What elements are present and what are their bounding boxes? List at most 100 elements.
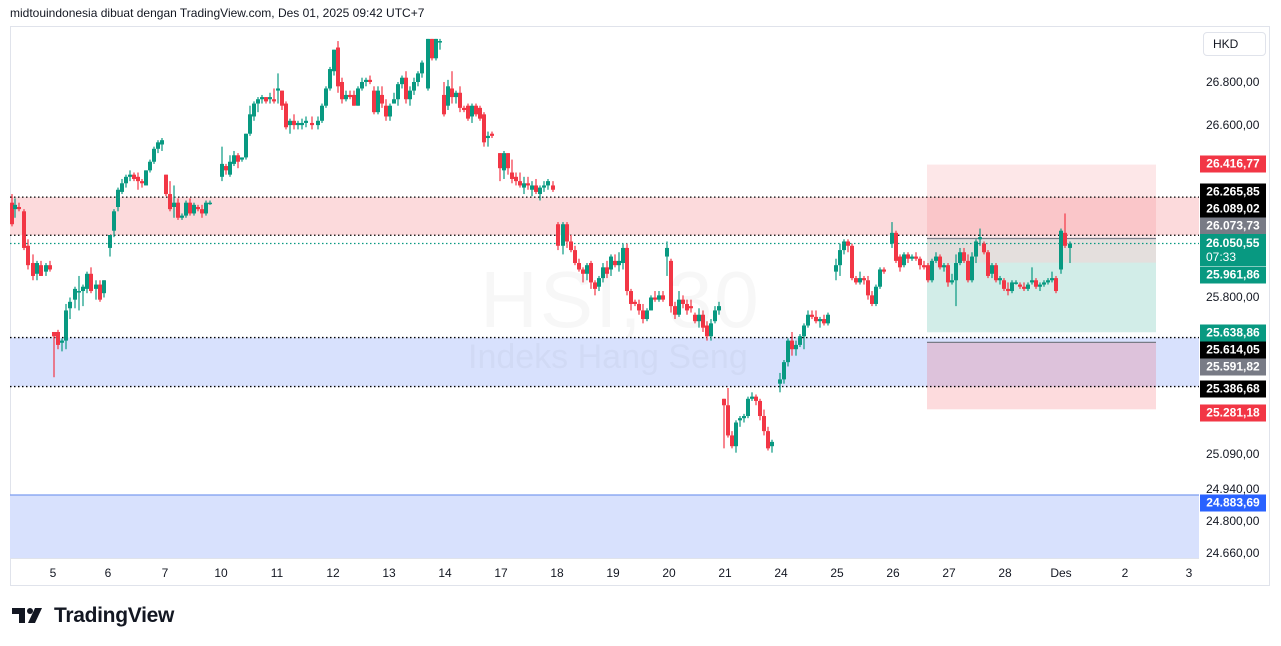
candle-down [136, 172, 140, 190]
candle-up [81, 284, 85, 307]
price-level-label: 26.073,73 [1200, 217, 1266, 235]
candle-down [637, 299, 641, 315]
candle-down [822, 314, 826, 326]
candle-up [304, 116, 308, 128]
time-tick-label: 18 [550, 566, 564, 580]
candle-down [593, 280, 597, 296]
candle-up [502, 150, 506, 179]
candle-down [565, 222, 569, 248]
candle-down [790, 331, 794, 356]
price-level-label: 25.281,18 [1200, 404, 1266, 422]
candle-up [806, 310, 810, 328]
candle-down [726, 388, 730, 438]
candle-down [661, 291, 665, 302]
candle-up [296, 120, 300, 130]
time-tick-label: 14 [438, 566, 452, 580]
candle-up [356, 86, 360, 106]
candle-up [713, 306, 717, 324]
price-tick-label: 24.940,00 [1206, 482, 1260, 496]
candle-down [1022, 282, 1026, 292]
candle-down [577, 258, 581, 272]
candle-up [546, 178, 550, 190]
candle-down [966, 254, 970, 283]
candle-up [878, 267, 882, 289]
candle-up [208, 200, 212, 205]
candle-down [551, 181, 555, 192]
candle-down [22, 209, 26, 251]
candle-up [1014, 280, 1018, 285]
candle-down [336, 41, 340, 93]
candle-down [236, 153, 240, 169]
price-tick-label: 26.600,00 [1206, 118, 1260, 132]
candle-up [108, 235, 112, 257]
candle-down [722, 398, 726, 449]
candle-up [68, 297, 72, 320]
time-tick-label: 21 [718, 566, 732, 580]
time-tick-label: 2 [1121, 566, 1129, 580]
candle-down [31, 254, 35, 281]
candle-down [701, 310, 705, 332]
candle-down [938, 254, 942, 270]
time-tick-label: Des [1050, 566, 1072, 580]
price-tick-label: 25.800,00 [1206, 290, 1260, 304]
candle-up [842, 239, 846, 255]
candle-up [376, 86, 380, 115]
candle-down [518, 172, 522, 188]
candle-up [738, 416, 742, 427]
candle-up [1010, 280, 1014, 294]
candle-up [858, 271, 862, 285]
candle-down [898, 254, 902, 272]
candle-up [420, 60, 424, 78]
candle-down [962, 247, 966, 264]
time-tick-label: 20 [662, 566, 676, 580]
candle-up [585, 263, 589, 281]
candle-down [922, 260, 926, 270]
candle-down [52, 331, 56, 378]
time-tick-label: 11 [270, 566, 284, 580]
support-zone [10, 337, 1199, 387]
candle-down [689, 299, 693, 313]
bar-countdown: 07:33 [1206, 250, 1237, 264]
candle-up [770, 439, 774, 453]
candle-up [228, 155, 232, 177]
candle-down [766, 426, 770, 451]
candle-down [914, 252, 918, 261]
candle-up [180, 213, 184, 220]
candle-down [56, 329, 60, 350]
candle-down [168, 181, 172, 212]
chart-plot-area[interactable]: HSI, 30 Indeks Hang Seng [10, 26, 1199, 558]
candle-up [542, 181, 546, 192]
candle-down [673, 301, 677, 320]
candle-up [300, 118, 304, 130]
candle-down [613, 254, 617, 268]
price-level-label: 26.265,85 [1200, 183, 1266, 201]
last-price-label: 26.050,55 07:33 [1200, 234, 1266, 266]
candle-down [98, 280, 102, 302]
candle-up [958, 247, 962, 266]
candle-up [746, 396, 750, 419]
candle-up [838, 243, 842, 276]
time-tick-label: 7 [161, 566, 169, 580]
candle-down [510, 159, 514, 184]
candle-down [946, 263, 950, 287]
candle-down [164, 174, 168, 197]
candle-up [1026, 282, 1030, 292]
candle-down [633, 299, 637, 307]
time-tick-label: 19 [606, 566, 620, 580]
candle-down [534, 178, 538, 195]
candle-up [1068, 241, 1072, 264]
candle-down [754, 394, 758, 406]
candle-up [192, 202, 196, 216]
tradingview-logo[interactable]: TradingView [12, 604, 174, 628]
time-axis[interactable]: 5 6 7 10 11 12 13 14 17 18 19 20 21 24 25 26 27 28 Des 2 3 [10, 558, 1199, 586]
candle-down [140, 178, 144, 188]
candle-down [372, 86, 376, 115]
candle-up [786, 338, 790, 367]
time-tick-label: 17 [494, 566, 508, 580]
candle-up [970, 252, 974, 283]
currency-button[interactable]: HKD [1203, 32, 1266, 56]
candle-up [77, 275, 81, 311]
candle-up [697, 308, 701, 328]
candle-down [526, 176, 530, 190]
price-level-label: 26.416,77 [1200, 155, 1266, 173]
